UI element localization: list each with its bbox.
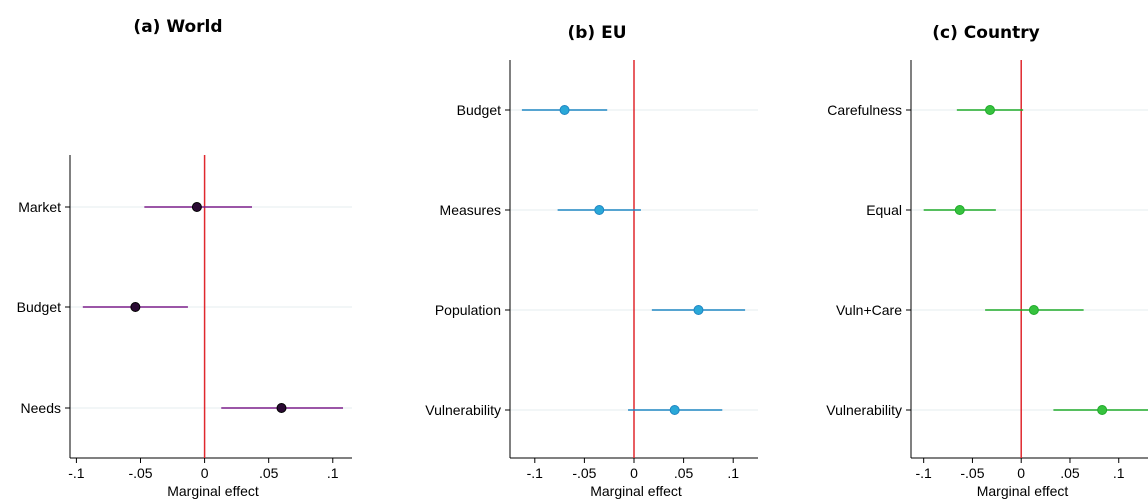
category-label: Population — [435, 302, 501, 318]
category-label: Measures — [440, 202, 501, 218]
category-label: Equal — [866, 202, 902, 218]
panel-title: (b) EU — [567, 23, 626, 43]
point-estimate — [191, 202, 202, 212]
panel-world: (a) World Market Budget Needs -.1 -.05 0 .05 .1 M… — [17, 17, 352, 499]
x-tick-label: .1 — [1113, 465, 1125, 481]
panel-title: (a) World — [133, 17, 222, 37]
category-label: Vuln+Care — [836, 302, 902, 318]
x-tick-label: -.1 — [527, 465, 544, 481]
x-tick-label: .05 — [674, 465, 694, 481]
category-label: Carefulness — [827, 102, 902, 118]
panel-country: (c) Country Carefulness Equal Vuln+Care Vuln… — [826, 23, 1148, 499]
x-tick-label: -.1 — [68, 465, 85, 481]
x-tick-label: -.1 — [916, 465, 933, 481]
point-estimate — [669, 405, 680, 415]
x-tick-label: .1 — [727, 465, 739, 481]
panel-eu: (b) EU Budget Measures Population Vulnerabil… — [425, 23, 758, 499]
category-label: Budget — [17, 299, 61, 315]
point-estimate — [276, 403, 287, 413]
x-tick-label: 0 — [1017, 465, 1025, 481]
point-estimate — [985, 105, 995, 115]
x-axis-title: Marginal effect — [590, 483, 682, 499]
point-estimate — [594, 205, 605, 215]
category-label: Budget — [457, 102, 501, 118]
point-estimate — [130, 302, 141, 312]
x-axis-title: Marginal effect — [167, 483, 259, 499]
category-label: Market — [18, 199, 61, 215]
x-tick-label: .1 — [327, 465, 339, 481]
x-tick-label: .05 — [1060, 465, 1080, 481]
x-axis-title: Marginal effect — [977, 483, 1069, 499]
category-label: Needs — [21, 400, 61, 416]
x-tick-label: 0 — [201, 465, 209, 481]
x-tick-label: 0 — [630, 465, 638, 481]
x-tick-label: -.05 — [128, 465, 152, 481]
point-estimate — [1028, 305, 1039, 315]
point-estimate — [693, 305, 704, 315]
point-estimate — [1097, 405, 1108, 415]
panel-title: (c) Country — [932, 23, 1040, 43]
x-tick-label: -.05 — [960, 465, 984, 481]
x-tick-label: .05 — [259, 465, 279, 481]
category-label: Vulnerability — [425, 402, 501, 418]
point-estimate — [559, 105, 570, 115]
category-label: Vulnerability — [826, 402, 902, 418]
x-tick-label: -.05 — [572, 465, 596, 481]
point-estimate — [954, 205, 965, 215]
